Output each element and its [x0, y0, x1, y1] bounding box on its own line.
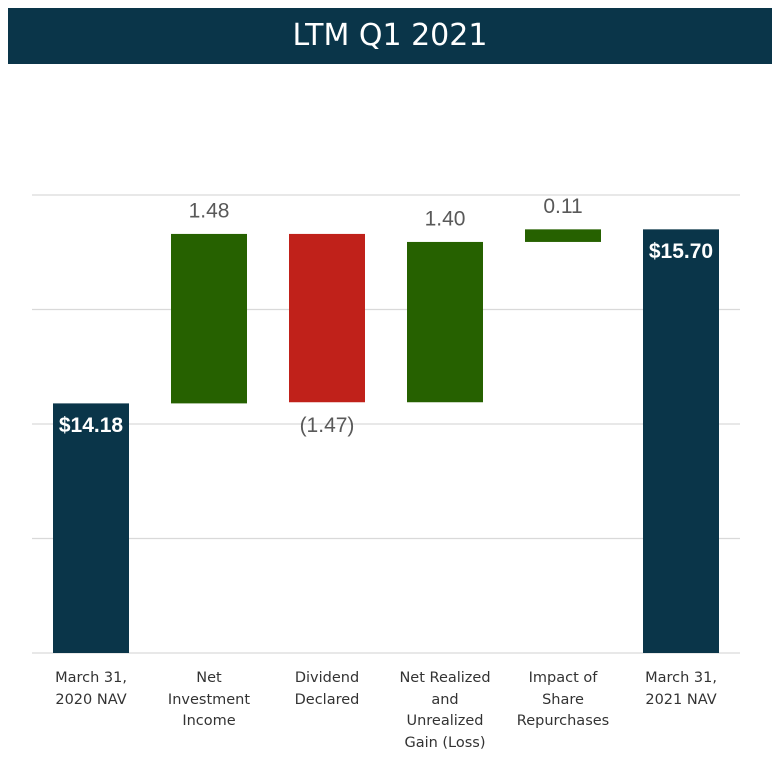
x-tick-label: March 31, 2021 NAV	[645, 670, 717, 708]
data-label: $14.18	[59, 414, 124, 437]
x-tick-label: Dividend Declared	[294, 670, 360, 708]
bar	[407, 241, 483, 403]
x-tick-label: Net Realized and Unrealized Gain (Loss)	[399, 670, 491, 751]
data-label: $15.70	[649, 240, 713, 263]
data-label: (1.47)	[300, 414, 355, 437]
bar	[171, 233, 247, 404]
bar	[643, 229, 719, 653]
x-tick-label: Net Investment Income	[167, 670, 251, 729]
data-label: 1.40	[425, 207, 466, 230]
bar	[53, 403, 129, 653]
x-tick-label: March 31, 2020 NAV	[55, 670, 127, 708]
bar	[289, 233, 365, 403]
data-label: 1.48	[189, 199, 230, 222]
x-tick-label: Impact of Share Repurchases	[516, 670, 610, 729]
bar	[525, 229, 601, 242]
data-label: 0.11	[543, 195, 582, 218]
chart-title: LTM Q1 2021	[8, 8, 772, 64]
